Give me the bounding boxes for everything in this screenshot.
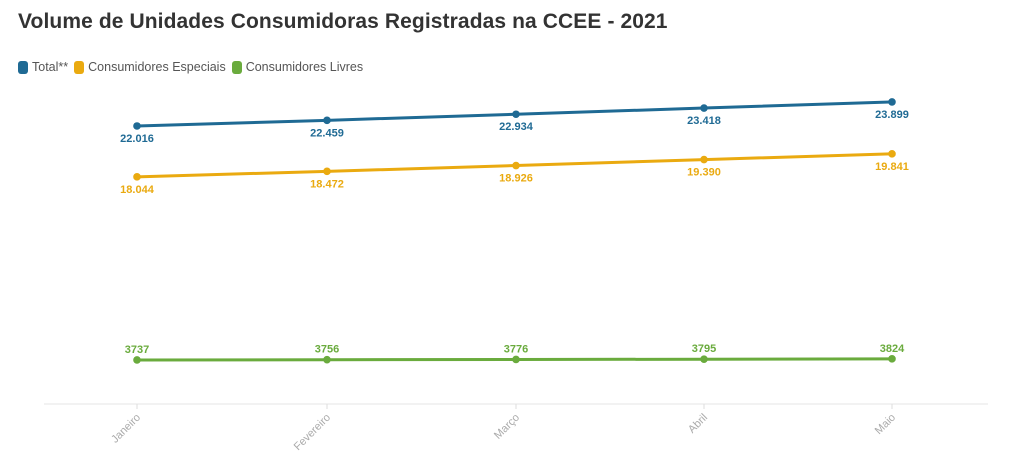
data-label: 3824: [880, 343, 905, 355]
data-label: 3795: [692, 343, 716, 355]
x-tick-label: Maio: [873, 412, 898, 437]
data-point: [700, 104, 708, 112]
legend-label-especiais: Consumidores Especiais: [88, 60, 226, 74]
data-point: [323, 167, 331, 176]
data-label: 3756: [315, 344, 339, 356]
data-label: 18.044: [120, 184, 155, 196]
data-point: [133, 356, 141, 364]
data-label: 22.459: [310, 127, 344, 139]
data-point: [700, 355, 708, 364]
legend-item-especiais[interactable]: Consumidores Especiais: [74, 60, 226, 74]
x-tick-label: Janeiro: [109, 412, 143, 446]
data-point: [512, 161, 520, 170]
legend-label-livres: Consumidores Livres: [245, 60, 364, 74]
data-label: 18.926: [499, 173, 533, 185]
legend-swatch-especiais: [74, 60, 85, 74]
data-label: 3737: [125, 344, 149, 356]
legend-item-livres[interactable]: Consumidores Livres: [231, 60, 364, 74]
data-point: [700, 155, 708, 164]
x-tick-label: Abril: [686, 412, 710, 436]
x-tick-label: Março: [492, 412, 522, 442]
legend-label-total: Total**: [32, 60, 69, 74]
series-0: 22.016 22.459 22.934 23.418 23.899: [120, 98, 909, 145]
x-tick-label: Fevereiro: [292, 412, 333, 453]
data-label: 19.390: [687, 167, 721, 179]
data-point: [512, 355, 520, 364]
data-label: 23.418: [687, 115, 721, 127]
legend-swatch-total: [18, 60, 28, 74]
data-label: 18.472: [310, 178, 344, 190]
data-label: 22.934: [499, 121, 534, 133]
chart-legend: Total** Consumidores Especiais Consumido…: [18, 60, 369, 74]
data-point: [888, 355, 896, 363]
data-point: [888, 150, 896, 158]
data-point: [512, 110, 520, 119]
data-point: [323, 116, 331, 125]
data-label: 3776: [504, 343, 528, 355]
legend-swatch-livres: [231, 60, 242, 74]
data-label: 19.841: [875, 161, 909, 173]
data-point: [323, 355, 331, 364]
data-label: 23.899: [875, 109, 909, 121]
chart-title: Volume de Unidades Consumidoras Registra…: [18, 10, 668, 33]
data-label: 22.016: [120, 133, 154, 145]
legend-item-total[interactable]: Total**: [18, 60, 68, 74]
data-point: [133, 173, 141, 181]
series-2: 3737 3756 3776 3795 3824: [125, 343, 905, 364]
data-point: [133, 122, 141, 130]
series-1: 18.044 18.472 18.926 19.390 19.841: [120, 150, 909, 196]
data-point: [888, 98, 896, 106]
